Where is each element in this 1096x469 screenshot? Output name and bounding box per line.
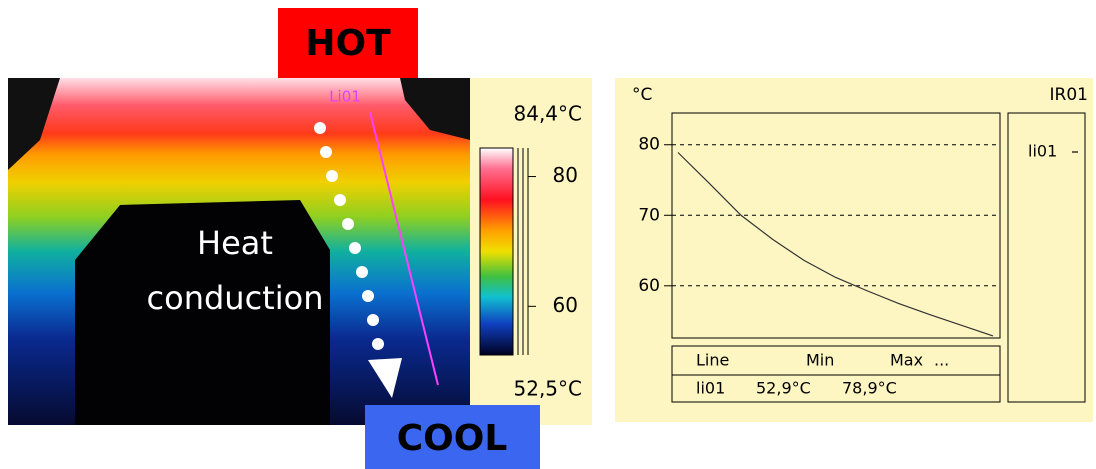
scale-min: 52,5°C xyxy=(514,377,583,401)
y-tick-label: 60 xyxy=(638,276,660,296)
cool-label: COOL xyxy=(397,418,508,459)
page: Li01 Heat conduction 84,4°C 52,5°C HOT C… xyxy=(0,0,1096,469)
y-tick-label: 80 xyxy=(638,135,660,155)
table-header: Max xyxy=(890,351,923,370)
chart-panel xyxy=(615,78,1093,422)
table-cell: 78,9°C xyxy=(842,379,897,398)
y-unit: °C xyxy=(632,85,652,105)
y-tick-label: 70 xyxy=(638,205,660,225)
table-cell: 52,9°C xyxy=(756,379,811,398)
table-cell: li01 xyxy=(696,379,725,398)
legend-label: li01 xyxy=(1028,142,1057,161)
table-header: Min xyxy=(806,351,834,370)
annotation: Heat xyxy=(197,224,273,262)
hot-label: HOT xyxy=(305,23,391,64)
table-header: Line xyxy=(696,351,729,370)
scale-tick-label: 80 xyxy=(553,163,578,187)
scale-max: 84,4°C xyxy=(514,102,583,126)
chart-title: IR01 xyxy=(1050,85,1088,105)
annotation: conduction xyxy=(147,279,324,317)
scale-tick-label: 60 xyxy=(553,293,578,317)
table-header: ... xyxy=(934,351,949,370)
color-bar xyxy=(480,148,513,355)
line-tag: Li01 xyxy=(329,88,361,106)
